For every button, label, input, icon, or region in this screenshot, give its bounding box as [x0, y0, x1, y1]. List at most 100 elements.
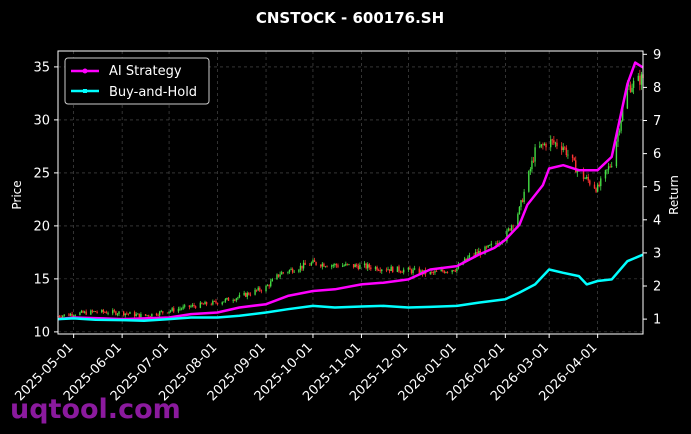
candle-body [287, 272, 289, 273]
candle-body [248, 292, 250, 295]
candle-body [166, 312, 169, 314]
candle-body [115, 311, 117, 315]
candle-body [301, 265, 303, 269]
y2-tick-label: 9 [653, 48, 661, 63]
candle-body [431, 272, 433, 273]
candle-body [543, 143, 546, 145]
candle-body [315, 261, 317, 265]
candle-body [74, 315, 76, 316]
candle-body [266, 285, 269, 287]
candle-body [374, 266, 377, 270]
candle-body [63, 314, 65, 316]
candle-body [268, 285, 270, 287]
y2-tick-label: 7 [653, 114, 661, 129]
candle-body [102, 309, 105, 313]
candle-body [118, 311, 120, 314]
legend-marker-strategy [82, 68, 88, 74]
candle-body [420, 270, 422, 274]
candle-body [617, 132, 619, 142]
candle-body [158, 311, 161, 316]
candle-body [348, 264, 350, 265]
candle-body [343, 265, 345, 267]
candle-body [385, 269, 388, 271]
candle-body [399, 271, 402, 273]
candle-body [202, 303, 205, 305]
candle-body [255, 289, 258, 291]
candle-body [335, 264, 338, 266]
legend-box [64, 57, 210, 105]
candle-body [532, 160, 535, 162]
y2-tick-label: 3 [653, 246, 661, 261]
candle-body [304, 262, 306, 265]
candle-body [212, 300, 214, 305]
candle-body [135, 314, 137, 317]
candle-body [157, 315, 159, 316]
candle-body [490, 243, 492, 246]
candle-body [442, 269, 444, 272]
candle-body [341, 265, 344, 267]
candle-body [182, 306, 184, 309]
candle-body [626, 86, 629, 109]
candle-body [122, 311, 125, 316]
candle-body [140, 314, 142, 318]
candle-body [116, 313, 119, 315]
candle-body [223, 301, 225, 303]
candle-body [453, 270, 455, 271]
candle-body [124, 313, 126, 316]
candle-body [93, 311, 95, 312]
candle-body [321, 263, 324, 267]
candle-body [216, 302, 219, 305]
legend-marker-buyhold [83, 89, 87, 93]
candle-body [201, 302, 203, 304]
candle-body [179, 308, 181, 310]
candle-body [80, 310, 83, 313]
y-tick-label: 30 [33, 113, 50, 128]
candle-body [402, 269, 405, 273]
candle-body [368, 264, 370, 268]
candle-body [168, 311, 170, 313]
candle-body [443, 271, 446, 273]
y2-tick-label: 6 [653, 147, 661, 162]
candle-body [337, 265, 339, 267]
candle-body [149, 316, 151, 317]
candle-body [551, 139, 553, 141]
candle-body [324, 266, 327, 268]
candle-body [567, 154, 569, 156]
legend-label-strategy: AI Strategy [109, 64, 182, 79]
candle-body [518, 206, 521, 215]
candle-body [575, 160, 577, 173]
candle-body [180, 308, 183, 310]
y-tick-label: 20 [33, 219, 50, 234]
candle-body [564, 147, 566, 149]
candle-body [631, 87, 633, 92]
buyhold-line [57, 253, 644, 323]
candle-body [560, 146, 563, 151]
candle-body [276, 274, 278, 280]
candle-body [260, 290, 263, 292]
candle-body [446, 272, 449, 273]
candle-body [484, 246, 486, 255]
candle-body [506, 230, 508, 242]
candle-body [529, 169, 532, 172]
candle-body [101, 309, 103, 313]
candle-body [85, 311, 87, 315]
candle-body [357, 265, 360, 270]
candle-body [376, 266, 378, 271]
candle-body [540, 144, 543, 147]
candle-body [387, 269, 389, 271]
candle-body [621, 108, 624, 121]
candle-body [68, 314, 70, 316]
candle-body [398, 266, 400, 272]
candle-body [277, 274, 280, 277]
candle-body [83, 311, 86, 313]
candle-body [345, 263, 347, 266]
candle-body [293, 271, 295, 273]
candle-body [576, 170, 579, 173]
candle-body [496, 243, 499, 245]
candle-body [227, 297, 230, 301]
chart-title: CNSTOCK - 600176.SH [256, 9, 444, 27]
y2-tick-label: 5 [653, 180, 661, 195]
candle-body [177, 308, 180, 312]
candle-body [429, 272, 431, 275]
